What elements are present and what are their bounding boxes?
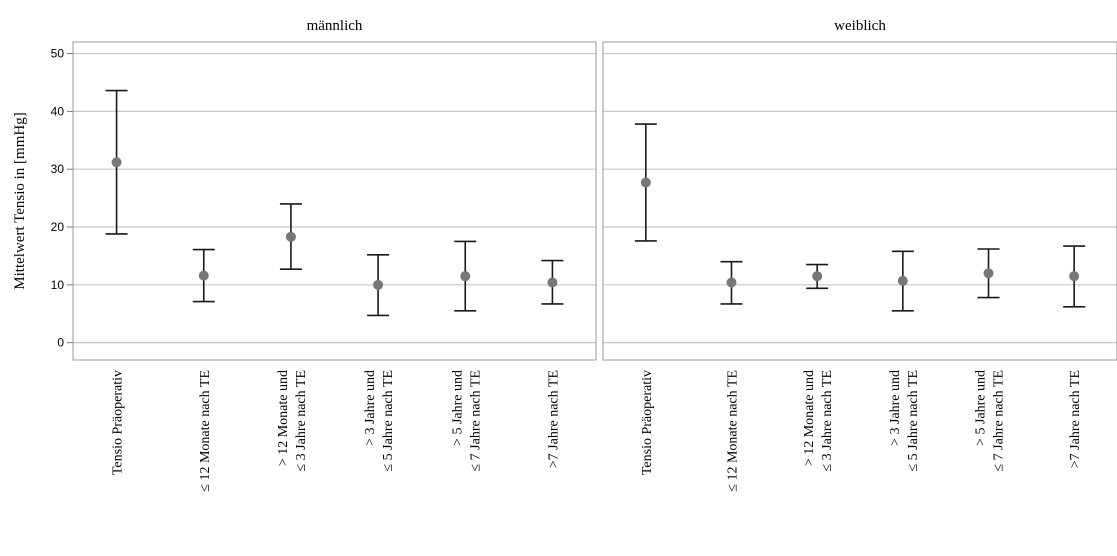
panel-left: männlich Tensio Präoperativ ≤ 12 Monate na…	[72, 18, 597, 492]
mean-point	[726, 277, 737, 288]
x-tick-label: Tensio Präoperativ	[111, 370, 126, 475]
y-axis-ticks: 0 10 20 30 40 50	[51, 47, 73, 350]
mean-point	[897, 275, 908, 286]
mean-point	[983, 268, 994, 279]
x-tick-label: > 3 Jahre und	[888, 370, 903, 446]
mean-point	[111, 157, 122, 168]
plot-frame	[72, 41, 597, 361]
mean-point	[373, 279, 384, 290]
x-tick-label: >7 Jahre nach TE	[1068, 370, 1083, 468]
x-tick-label: ≤ 3 Jahre nach TE	[820, 370, 835, 472]
y-axis-label: Mittelwert Tensio in [mmHg]	[12, 112, 28, 289]
mean-point	[547, 277, 558, 288]
mean-point	[640, 177, 651, 188]
plot-frame	[602, 41, 1117, 361]
x-tick-label: ≤ 7 Jahre nach TE	[468, 370, 483, 472]
x-tick-label: Tensio Präoperativ	[640, 370, 655, 475]
x-tick-label: > 5 Jahre und	[450, 370, 465, 446]
y-tick-label: 0	[57, 336, 64, 350]
x-tick-label: > 3 Jahre und	[363, 370, 378, 446]
x-tick-label: >7 Jahre nach TE	[546, 370, 561, 468]
mean-point	[285, 231, 296, 242]
x-tick-label: > 12 Monate und	[802, 370, 817, 466]
x-tick-label: > 5 Jahre und	[974, 370, 989, 446]
x-tick-label: ≤ 5 Jahre nach TE	[381, 370, 396, 472]
y-tick-label: 40	[51, 104, 65, 118]
y-tick-label: 30	[51, 162, 65, 176]
y-tick-label: 50	[51, 47, 65, 61]
x-tick-label: ≤ 7 Jahre nach TE	[992, 370, 1007, 472]
panel-title: weiblich	[834, 18, 886, 34]
panel-right: weiblich Tensio Präoperativ ≤ 12 Monate na…	[602, 18, 1117, 492]
y-tick-label: 10	[51, 278, 65, 292]
mean-point	[812, 271, 823, 282]
panels: männlich Tensio Präoperativ ≤ 12 Monate na…	[72, 18, 1117, 492]
x-tick-label: > 12 Monate und	[276, 370, 291, 466]
x-tick-label: ≤ 5 Jahre nach TE	[906, 370, 921, 472]
x-tick-label: ≤ 12 Monate nach TE	[726, 370, 741, 492]
mean-point	[198, 270, 209, 281]
x-tick-label: ≤ 3 Jahre nach TE	[294, 370, 309, 472]
panel-title: männlich	[307, 18, 363, 34]
x-tick-label: ≤ 12 Monate nach TE	[198, 370, 213, 492]
mean-point	[460, 271, 471, 282]
mean-point	[1069, 271, 1080, 282]
y-tick-label: 20	[51, 220, 65, 234]
